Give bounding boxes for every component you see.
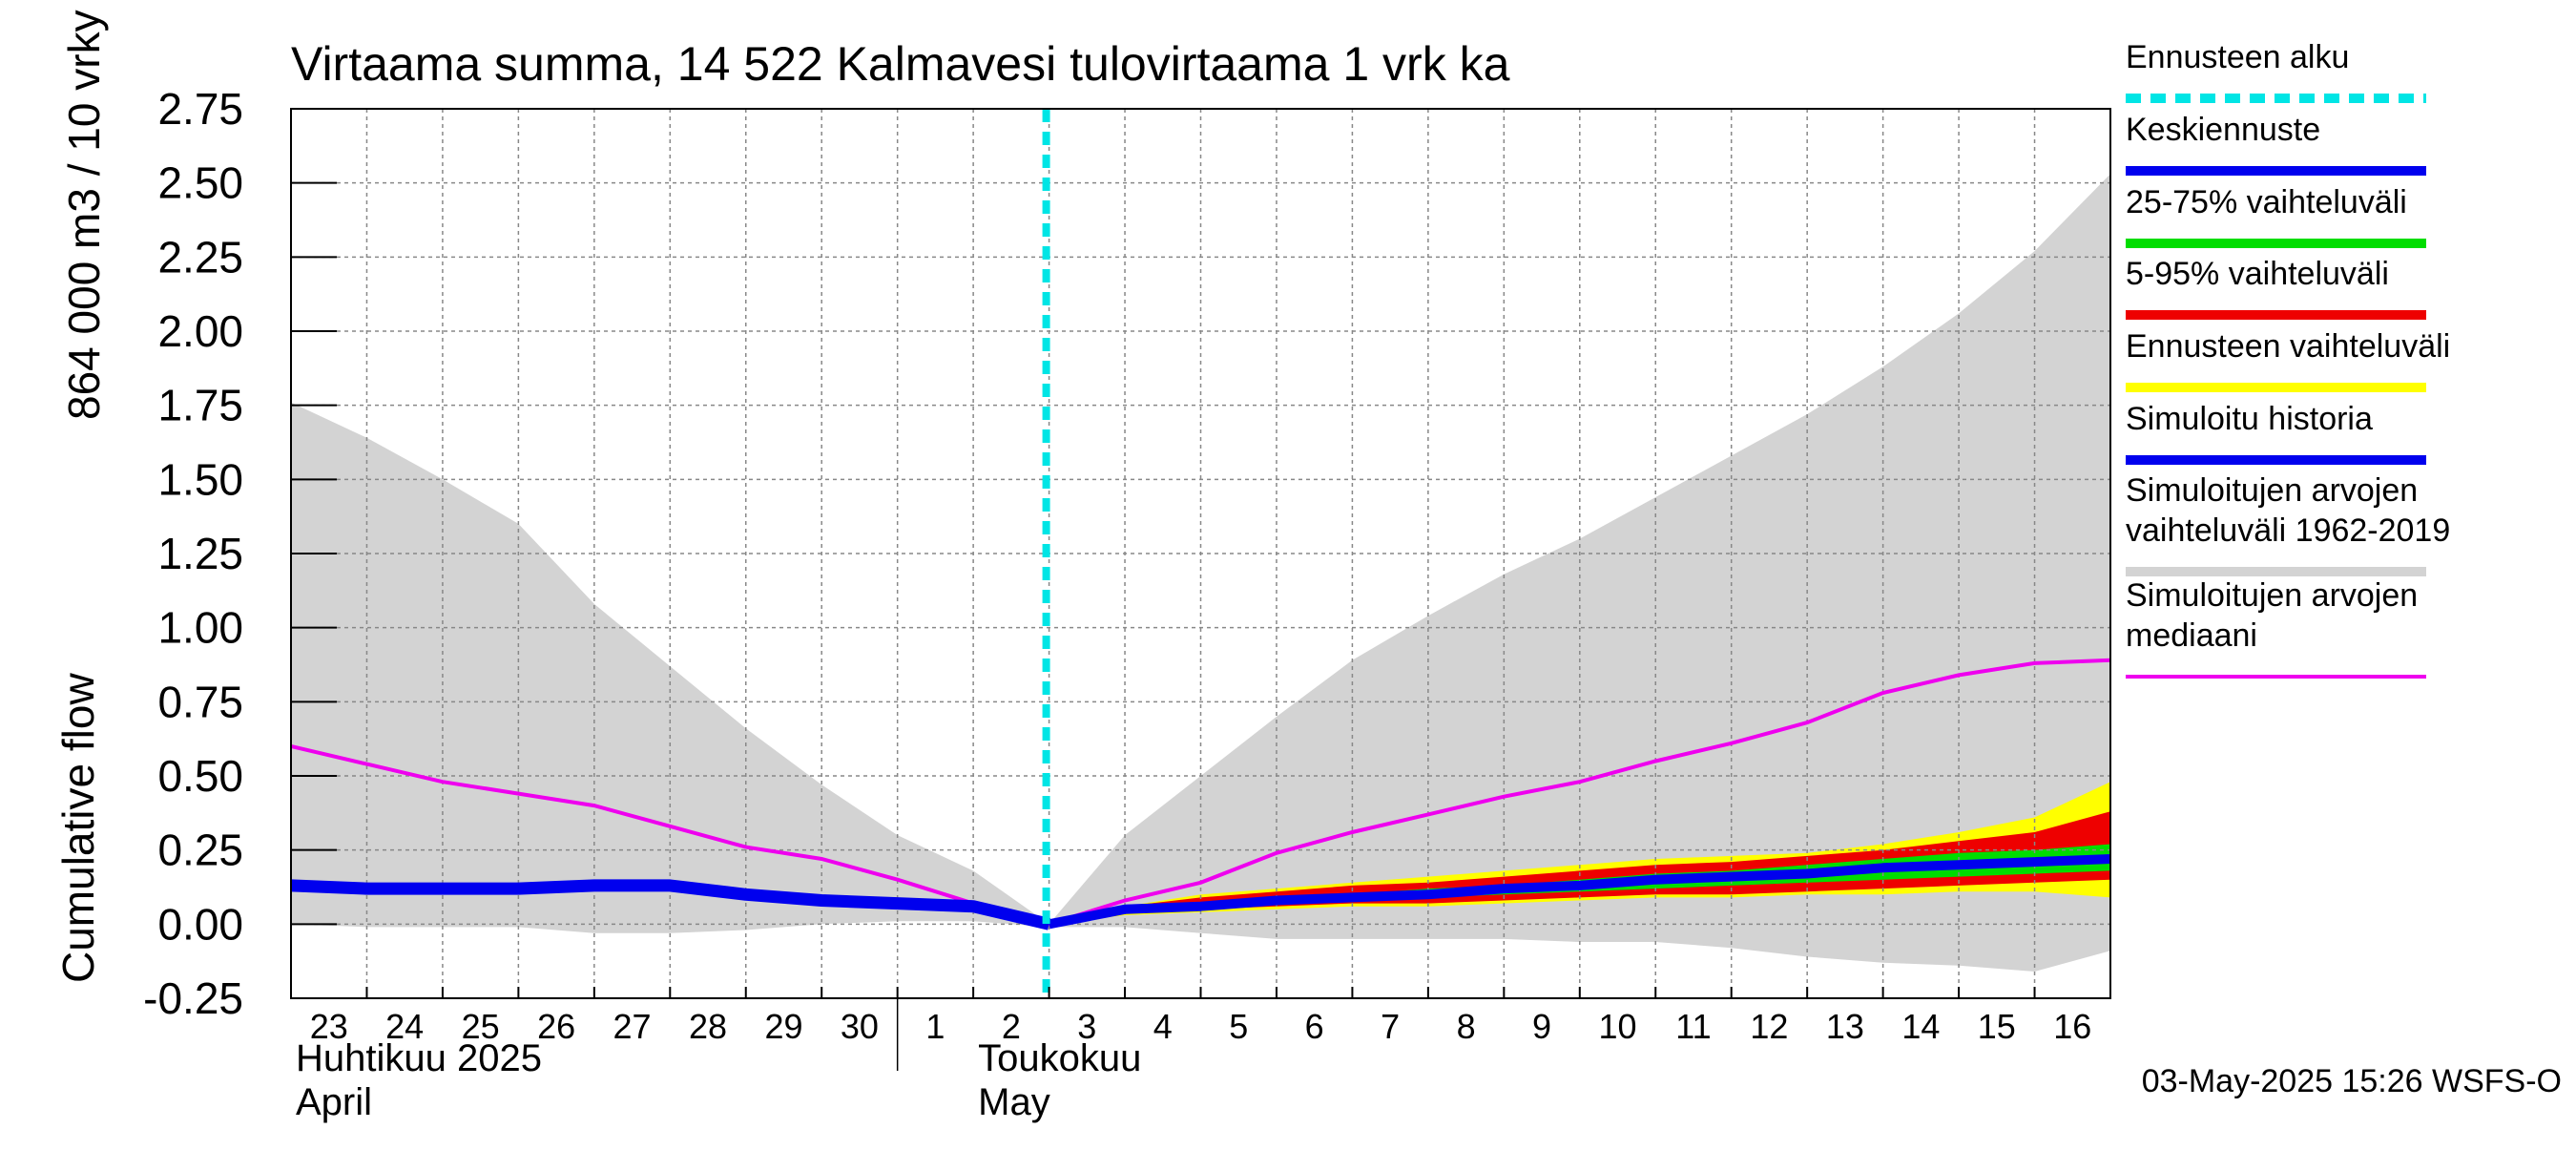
month-label-fi: Toukokuu <box>978 1037 1141 1079</box>
x-tick-label: 11 <box>1675 1007 1711 1046</box>
x-tick-label: 26 <box>537 1007 575 1046</box>
x-tick-label: 6 <box>1305 1007 1324 1046</box>
y-tick-label: 1.75 <box>157 381 243 430</box>
y-tick-label: 0.75 <box>157 677 243 726</box>
x-tick-label: 12 <box>1750 1007 1788 1046</box>
y-tick-label: 0.25 <box>157 826 243 875</box>
legend-label: 5-95% vaihteluväli <box>2126 256 2389 292</box>
legend: Ennusteen alku Keskiennuste 25-75% vaihtel… <box>2126 39 2450 679</box>
legend-label: 25-75% vaihteluväli <box>2126 184 2407 220</box>
legend-label: vaihteluväli 1962-2019 <box>2126 512 2450 549</box>
x-tick-label: 28 <box>689 1007 727 1046</box>
x-tick-label: 7 <box>1381 1007 1400 1046</box>
legend-label: Simuloitujen arvojen <box>2126 472 2418 509</box>
y-tick-label: 2.25 <box>157 232 243 282</box>
x-tick-label: 5 <box>1229 1007 1248 1046</box>
x-tick-label: 4 <box>1153 1007 1173 1046</box>
historical-median-line <box>290 658 2111 927</box>
x-tick-label: 1 <box>925 1007 945 1046</box>
axes-layer: -0.25 0.00 0.25 0.50 0.75 1.00 1.25 1.50 1.75 2.0… <box>143 84 2111 1123</box>
x-tick-label: 27 <box>613 1007 652 1046</box>
x-tick-label: 25 <box>462 1007 500 1046</box>
y-tick-label: 1.00 <box>157 603 243 653</box>
x-tick-label: 10 <box>1598 1007 1636 1046</box>
line-layer <box>290 109 2111 998</box>
month-label-en: May <box>978 1081 1050 1123</box>
legend-label: Simuloitu historia <box>2126 401 2373 437</box>
y-tick-label: 2.50 <box>157 158 243 208</box>
legend-label: Ennusteen alku <box>2126 39 2349 75</box>
mean-forecast-line <box>1048 854 2111 930</box>
y-axis-label: Cumulative flow <box>53 673 103 983</box>
y-tick-label: 0.00 <box>157 899 243 949</box>
legend-label: Keskiennuste <box>2126 112 2320 148</box>
month-label-en: April <box>296 1081 372 1123</box>
x-tick-label: 30 <box>841 1007 879 1046</box>
timestamp-footer: 03-May-2025 15:26 WSFS-O <box>2142 1063 2562 1099</box>
x-tick-label: 2 <box>1002 1007 1021 1046</box>
y-tick-label: 2.00 <box>157 306 243 356</box>
legend-label: Ennusteen vaihteluväli <box>2126 328 2450 365</box>
y-tick-label: 2.75 <box>157 84 243 134</box>
y-tick-label: 1.25 <box>157 529 243 578</box>
x-tick-label: 14 <box>1901 1007 1940 1046</box>
x-tick-label: 29 <box>764 1007 802 1046</box>
x-tick-label: 8 <box>1457 1007 1476 1046</box>
y-tick-label: 1.50 <box>157 454 243 504</box>
x-tick-label: 9 <box>1532 1007 1551 1046</box>
historical-range-band <box>291 174 2110 972</box>
x-tick-label: 3 <box>1077 1007 1096 1046</box>
x-tick-label: 13 <box>1826 1007 1864 1046</box>
x-tick-label: 16 <box>2053 1007 2091 1046</box>
chart-title: Virtaama summa, 14 522 Kalmavesi tulovir… <box>291 37 1510 91</box>
x-tick-label: 15 <box>1978 1007 2016 1046</box>
legend-label: Simuloitujen arvojen <box>2126 577 2418 614</box>
simulated-history-line <box>290 879 1051 930</box>
month-label-fi: Huhtikuu 2025 <box>296 1037 542 1079</box>
x-tick-label: 23 <box>310 1007 348 1046</box>
y-axis-label-unit: 864 000 m3 / 10 vrky <box>59 10 109 420</box>
x-tick-label: 24 <box>385 1007 424 1046</box>
y-tick-label: 0.50 <box>157 751 243 801</box>
y-tick-label: -0.25 <box>143 973 243 1023</box>
grid-layer <box>291 108 2110 999</box>
legend-label: mediaani <box>2126 617 2257 654</box>
